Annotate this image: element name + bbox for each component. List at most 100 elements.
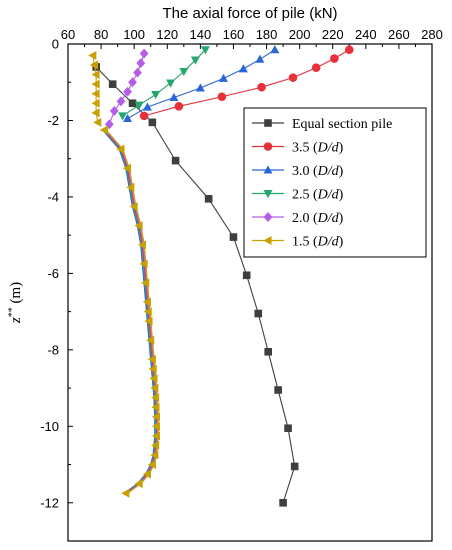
legend-marker [263, 142, 273, 151]
legend-label: Equal section pile [292, 117, 392, 132]
data-point [174, 102, 184, 111]
x-tick-label: 280 [421, 27, 443, 42]
data-point [136, 58, 146, 69]
y-tick-label: -4 [47, 189, 59, 204]
legend-label-suffix: ) [339, 188, 344, 203]
data-point [311, 63, 321, 73]
data-point [149, 374, 158, 384]
legend-marker [263, 212, 273, 222]
y-tick-label: -8 [47, 342, 59, 357]
data-point [108, 80, 117, 88]
data-point [133, 67, 142, 78]
legend-marker [263, 235, 272, 246]
x-tick-label: 60 [61, 27, 75, 42]
legend-label: 3.0 (D/d) [292, 164, 344, 179]
data-point [142, 297, 151, 307]
data-point [330, 54, 339, 63]
y-axis-label-main: z [8, 317, 24, 324]
legend-marker [263, 190, 273, 199]
data-point [190, 56, 200, 65]
series-line [102, 129, 156, 494]
y-axis-label-sup: ** [7, 307, 18, 317]
legend-label-suffix: ) [339, 235, 344, 250]
series-line [105, 129, 159, 494]
series-line [103, 129, 157, 494]
data-point [128, 99, 137, 108]
data-point [195, 83, 205, 92]
series-2 [123, 45, 280, 123]
data-point [104, 119, 114, 130]
data-point [146, 335, 155, 345]
data-point [151, 431, 161, 441]
legend-label-main: 3.0 ( [292, 164, 318, 179]
legend-label-italic: D/d [317, 235, 340, 250]
series-line [104, 129, 158, 494]
data-point [217, 92, 227, 102]
data-point [126, 182, 135, 192]
data-point [118, 112, 128, 121]
data-point [254, 309, 263, 318]
legend-label-suffix: ) [339, 141, 344, 156]
legend-label-italic: D/d [317, 141, 340, 156]
y-tick-label: 0 [52, 37, 59, 52]
data-point [238, 64, 248, 73]
data-point [150, 383, 159, 393]
x-tick-label: 260 [388, 27, 410, 42]
data-point [179, 68, 189, 77]
data-point [89, 60, 98, 70]
y-axis-label: z** (m) [7, 282, 25, 324]
legend-marker [264, 119, 272, 127]
series-6 [99, 125, 161, 498]
x-tick-label: 120 [156, 27, 178, 42]
data-point [270, 45, 280, 54]
data-point [91, 89, 100, 99]
legend-label-main: 2.0 ( [292, 211, 318, 226]
data-point [142, 469, 151, 479]
data-point [204, 195, 213, 203]
axes-group: 60 80 100 120 140 160 180 200 220 240 260 280 0 -2 -4 -… [40, 27, 443, 542]
data-point [91, 108, 100, 118]
data-point [109, 105, 119, 116]
data-point [128, 77, 137, 88]
legend-marker [263, 165, 273, 174]
data-point [137, 240, 146, 250]
data-point [255, 54, 265, 63]
data-point [116, 96, 126, 107]
y-tick-label: -12 [40, 495, 59, 510]
y-axis-label-unit: (m) [8, 282, 24, 307]
data-point [148, 118, 157, 127]
legend-item: 3.0 (D/d) [252, 164, 344, 179]
data-point [142, 102, 152, 111]
legend-label-italic: D/d [317, 188, 340, 203]
legend-label-main: Equal section pile [292, 117, 392, 132]
y-tick-label: -6 [47, 266, 59, 281]
data-point [151, 440, 160, 450]
legend-item: 2.0 (D/d) [252, 211, 344, 226]
legend-label: 2.5 (D/d) [292, 188, 344, 203]
x-tick-label: 100 [123, 27, 145, 42]
series-3 [118, 46, 210, 121]
x-tick-label: 140 [190, 27, 212, 42]
data-point [344, 45, 354, 55]
data-point [129, 201, 138, 211]
series-4 [104, 48, 149, 130]
data-point [116, 144, 125, 154]
data-point [121, 488, 130, 498]
data-point [141, 278, 150, 288]
legend-item: 1.5 (D/d) [252, 235, 344, 250]
data-point [99, 125, 108, 135]
data-point [219, 73, 229, 82]
data-point [139, 48, 149, 59]
legend-label: 3.5 (D/d) [292, 141, 344, 156]
data-point [91, 98, 100, 108]
data-point [91, 79, 100, 89]
data-point [264, 347, 273, 356]
data-point [139, 259, 148, 269]
data-point [169, 92, 179, 102]
x-tick-label: 220 [322, 27, 344, 42]
series-group [88, 45, 354, 507]
legend-label-italic: D/d [317, 211, 340, 226]
data-point [147, 460, 156, 470]
legend-item: 2.5 (D/d) [252, 188, 344, 203]
